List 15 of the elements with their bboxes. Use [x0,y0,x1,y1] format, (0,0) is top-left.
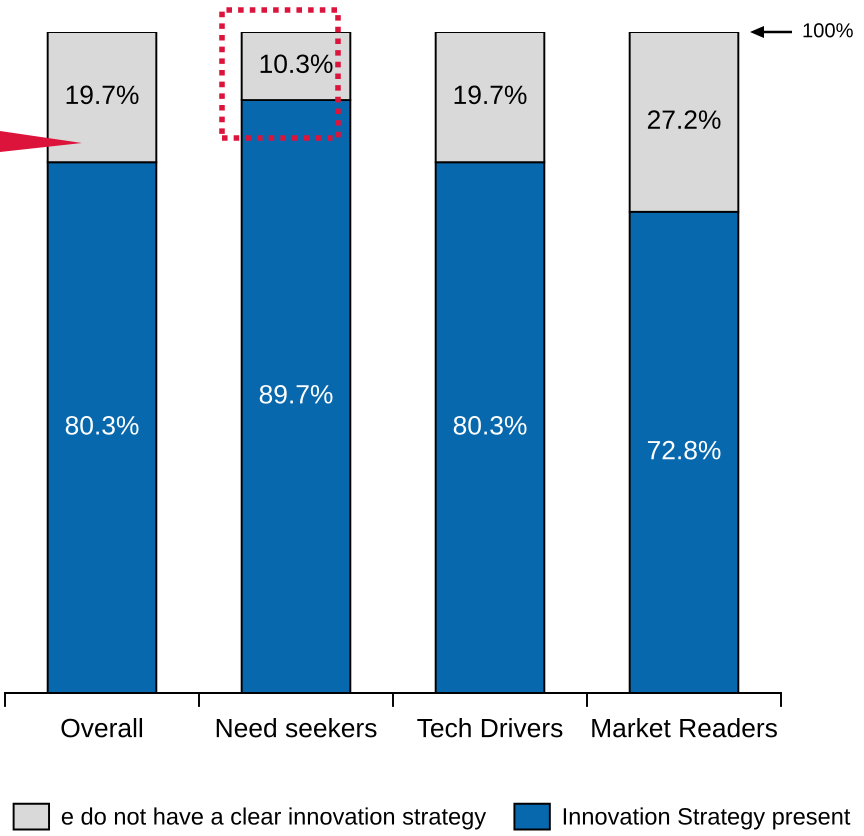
data-label: 80.3% [66,416,138,435]
data-label: 10.3% [260,54,332,74]
legend-label: Innovation Strategy present [564,807,850,830]
legend-label: e do not have a clear innovation strategy [62,807,486,830]
x-tick-label: Tech Drivers [417,718,562,738]
x-tick-label: Need seekers [216,718,376,738]
data-label: 19.7% [66,86,138,104]
data-label: 27.2% [648,110,720,129]
text: 100% [804,23,853,38]
x-tick-label: Market Readers [592,718,777,738]
data-label: 72.8% [648,440,720,460]
data-label: 89.7% [260,384,332,404]
x-tick-label: Overall [61,718,142,738]
data-label: 80.3% [454,416,526,435]
data-label: 19.7% [454,86,526,104]
